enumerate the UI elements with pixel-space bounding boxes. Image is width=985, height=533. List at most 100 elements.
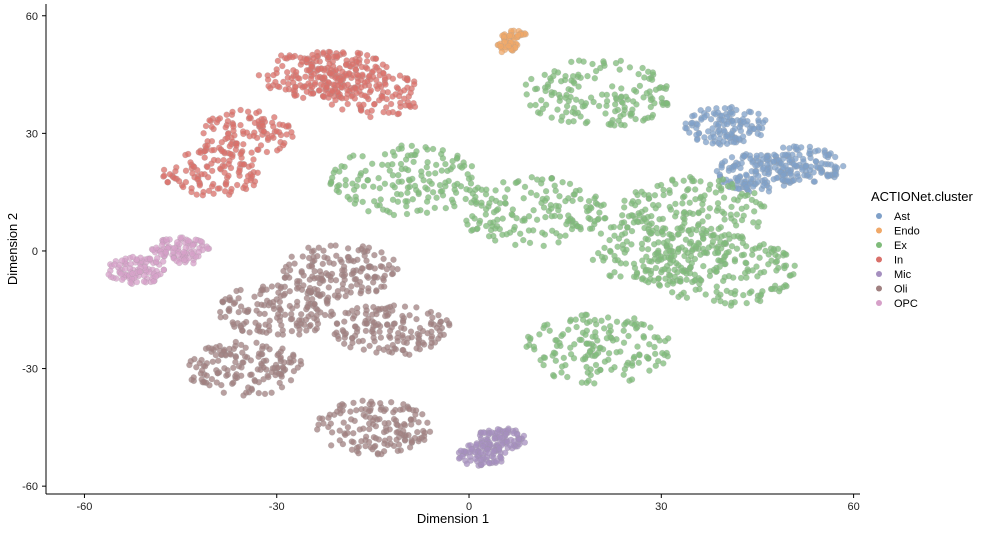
- point-in: [372, 55, 380, 63]
- point-ex: [536, 110, 544, 117]
- x-tick-label: -30: [269, 501, 285, 513]
- point-ex: [527, 189, 535, 197]
- point-oli: [263, 297, 271, 305]
- point-ast: [693, 131, 700, 139]
- point-oli: [325, 284, 333, 291]
- point-oli: [315, 421, 322, 428]
- point-in: [384, 88, 392, 96]
- point-oli: [286, 302, 294, 310]
- point-oli: [386, 435, 393, 443]
- point-ex: [346, 154, 354, 161]
- point-oli: [331, 330, 338, 338]
- point-mic: [468, 445, 475, 453]
- point-ex: [680, 289, 687, 297]
- point-ex: [553, 342, 561, 350]
- point-ex: [451, 186, 458, 193]
- point-ex: [433, 194, 440, 201]
- point-ex: [641, 74, 648, 81]
- point-oli: [369, 400, 376, 408]
- point-oli: [268, 389, 275, 396]
- point-oli: [419, 411, 426, 418]
- point-ex: [364, 177, 371, 184]
- point-ex: [409, 196, 417, 203]
- point-ex: [334, 183, 341, 190]
- point-oli: [214, 357, 222, 364]
- point-oli: [370, 303, 377, 311]
- point-ex: [721, 216, 728, 223]
- point-in: [227, 188, 235, 196]
- point-in: [379, 61, 387, 68]
- point-oli: [316, 268, 324, 275]
- point-ex: [565, 212, 572, 219]
- point-ex: [564, 373, 571, 381]
- point-ex: [646, 367, 653, 374]
- point-oli: [363, 273, 371, 280]
- point-oli: [241, 353, 249, 360]
- point-ex: [714, 249, 722, 257]
- point-ex: [756, 242, 764, 249]
- point-oli: [351, 323, 359, 330]
- point-ex: [725, 272, 733, 280]
- point-oli: [290, 367, 298, 375]
- point-ex: [756, 254, 763, 261]
- point-oli: [378, 450, 385, 458]
- point-ex: [632, 115, 639, 123]
- point-ex: [548, 227, 556, 235]
- point-oli: [319, 415, 326, 422]
- point-ex: [424, 158, 431, 166]
- point-ex: [700, 235, 707, 243]
- point-in: [244, 108, 252, 115]
- point-ex: [686, 199, 693, 206]
- point-ex: [621, 197, 628, 205]
- point-ex: [613, 336, 620, 343]
- point-ex: [558, 363, 566, 370]
- point-oli: [333, 252, 340, 260]
- point-in: [233, 181, 241, 189]
- point-oli: [307, 321, 314, 329]
- point-in: [291, 92, 299, 99]
- point-ex: [630, 219, 638, 226]
- point-ex: [442, 204, 450, 212]
- point-oli: [286, 287, 294, 295]
- point-ex: [370, 197, 378, 205]
- point-ex: [639, 64, 646, 72]
- point-oli: [321, 311, 329, 319]
- point-in: [354, 78, 362, 86]
- point-ex: [569, 197, 576, 205]
- point-ex: [431, 204, 439, 212]
- point-ast: [723, 133, 731, 140]
- point-ex: [681, 208, 688, 216]
- point-ex: [644, 213, 652, 221]
- point-oli: [385, 348, 393, 355]
- point-oli: [332, 276, 340, 284]
- point-ast: [735, 135, 743, 142]
- point-ex: [586, 348, 594, 356]
- point-ex: [741, 269, 749, 277]
- point-ex: [677, 264, 685, 271]
- point-in: [264, 76, 272, 83]
- point-ex: [516, 230, 524, 237]
- point-oli: [415, 340, 423, 348]
- point-ex: [685, 185, 692, 193]
- point-ast: [827, 161, 835, 168]
- point-oli: [390, 408, 397, 416]
- point-ex: [558, 369, 565, 376]
- point-ex: [583, 319, 591, 327]
- point-ex: [600, 201, 607, 208]
- legend-key-ex: [876, 242, 882, 248]
- point-oli: [242, 344, 249, 352]
- point-ex: [681, 252, 688, 260]
- point-ex: [562, 109, 570, 116]
- point-ex: [376, 201, 383, 209]
- point-oli: [336, 427, 343, 434]
- point-in: [259, 122, 266, 129]
- point-ex: [583, 379, 590, 387]
- y-tick-label: 30: [26, 128, 38, 140]
- point-ex: [583, 340, 591, 347]
- point-oli: [429, 314, 436, 321]
- point-oli: [266, 317, 273, 324]
- point-oli: [258, 301, 265, 309]
- point-oli: [370, 433, 378, 441]
- point-ex: [754, 296, 761, 304]
- point-oli: [276, 379, 283, 387]
